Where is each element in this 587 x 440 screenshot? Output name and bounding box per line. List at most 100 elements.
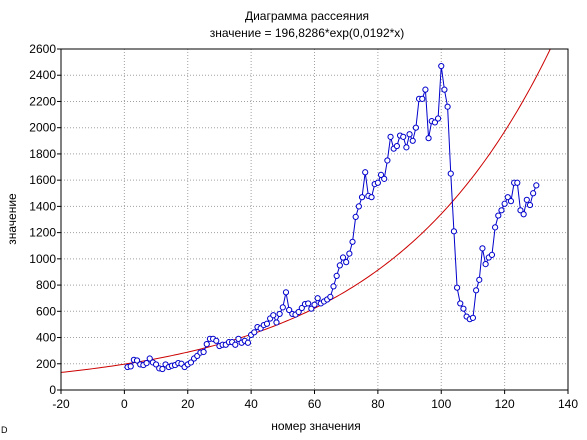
y-tick-label: 800 [36, 278, 56, 292]
data-point [403, 144, 410, 151]
data-point [526, 201, 534, 209]
data-point [488, 251, 496, 259]
data-point [507, 198, 515, 205]
data-point [330, 283, 337, 290]
y-tick-label: 2000 [29, 121, 56, 135]
data-point [298, 304, 305, 312]
data-point [422, 86, 429, 93]
data-point [355, 203, 362, 210]
x-tick-labels: -20 0 20 40 60 80 100 120 140 [52, 397, 578, 411]
x-tick-label: 100 [431, 397, 451, 411]
data-point [235, 335, 242, 342]
data-point [368, 194, 375, 201]
y-tick-label: 400 [36, 331, 56, 345]
data-point [438, 62, 445, 70]
data-point [384, 157, 391, 164]
data-point [520, 211, 527, 218]
x-tick-label: -20 [52, 397, 70, 411]
data-point [362, 169, 369, 176]
data-point [200, 348, 207, 356]
x-tick-label: 0 [121, 397, 128, 411]
data-point [409, 137, 416, 144]
data-point [447, 170, 454, 177]
data-point [133, 357, 141, 364]
data-point [213, 337, 220, 344]
data-point [270, 312, 277, 319]
data-point [406, 131, 413, 138]
data-point [308, 305, 315, 312]
data-point [343, 259, 350, 266]
data-point [352, 213, 359, 220]
data-point [339, 254, 347, 261]
x-tick-label: 40 [244, 397, 258, 411]
chart-title: Диаграмма рассеяния [245, 9, 369, 23]
data-point [517, 207, 524, 214]
y-tick-label: 1200 [29, 226, 56, 240]
data-point [305, 300, 312, 307]
grid [61, 49, 568, 390]
y-tick-label: 1400 [29, 199, 56, 213]
data-point [377, 171, 385, 179]
y-axis-label: значение [5, 193, 19, 245]
y-tick-label: 1000 [29, 252, 56, 266]
y-tick-label: 2600 [29, 42, 56, 56]
y-tick-label: 1800 [29, 147, 56, 161]
data-point [533, 182, 540, 189]
data-point [444, 103, 451, 110]
data-point [504, 194, 511, 201]
data-point [232, 341, 239, 348]
data-point [492, 224, 499, 231]
x-tick-label: 140 [558, 397, 578, 411]
chart-subtitle: значение = 196,8286*exp(0,0192*x) [210, 26, 405, 40]
data-point [419, 95, 426, 102]
data-point [501, 200, 508, 207]
side-mark: D [1, 425, 8, 435]
data-point [263, 320, 271, 327]
data-point [244, 339, 252, 346]
series-line [127, 65, 537, 370]
y-tick-label: 2400 [29, 68, 56, 82]
data-point [393, 142, 400, 150]
y-tick-label: 0 [49, 383, 56, 397]
data-point [412, 124, 419, 131]
data-point [441, 86, 448, 93]
data-point [203, 341, 210, 348]
data-point [143, 360, 150, 367]
data-point [460, 305, 467, 312]
data-point [333, 272, 340, 279]
data-point [295, 308, 302, 316]
data-point [187, 359, 195, 366]
data-point [286, 306, 293, 314]
data-point [514, 179, 521, 186]
data-point [425, 135, 432, 142]
data-point [400, 133, 407, 140]
data-point [450, 228, 458, 235]
data-point [374, 179, 381, 186]
data-point [346, 250, 353, 257]
x-tick-label: 120 [495, 397, 515, 411]
data-point [469, 314, 477, 321]
data-point [279, 304, 286, 311]
y-tick-labels: 0 200 400 600 800 1000 1200 1400 1600 1800 2000 220… [29, 42, 56, 397]
data-point [434, 115, 442, 122]
data-point [482, 260, 489, 268]
data-point [282, 289, 290, 296]
data-point [530, 190, 537, 197]
y-tick-label: 2200 [29, 94, 56, 108]
data-point [457, 300, 464, 307]
data-point [146, 355, 153, 362]
data-point [152, 361, 160, 368]
data-point [473, 287, 480, 294]
x-axis-label: номер значения [271, 419, 361, 433]
data-point [495, 212, 502, 219]
data-point [127, 363, 134, 370]
data-point [336, 262, 343, 269]
data-point [311, 301, 318, 308]
y-tick-label: 1600 [29, 173, 56, 187]
data-point [327, 293, 334, 300]
data-point [387, 133, 394, 140]
y-tick-label: 600 [36, 304, 56, 318]
data-point [314, 295, 321, 302]
